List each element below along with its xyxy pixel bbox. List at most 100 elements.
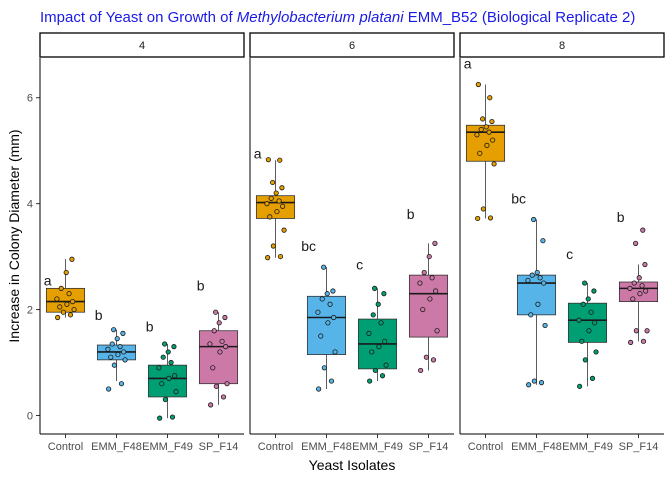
data-point [267, 214, 273, 220]
data-point [108, 354, 114, 360]
data-point [642, 261, 648, 268]
data-point [591, 288, 597, 294]
x-tick-label: EMM_F48 [301, 441, 352, 453]
data-point [531, 378, 537, 384]
data-point [433, 288, 439, 294]
data-point [369, 349, 375, 355]
significance-letter: b [146, 318, 154, 334]
x-tick-label: SP_F14 [409, 441, 449, 453]
data-point [157, 415, 163, 421]
data-point [210, 365, 216, 371]
data-point [277, 157, 283, 163]
data-point [276, 198, 282, 204]
data-point [220, 394, 227, 400]
data-point [475, 81, 481, 88]
data-point [588, 309, 594, 315]
data-point [592, 320, 598, 326]
data-point [324, 291, 330, 297]
data-point [637, 291, 643, 297]
data-point [280, 203, 286, 209]
y-tick-label: 0 [27, 410, 33, 422]
data-point [105, 346, 111, 352]
box-EMM_F49 [567, 302, 608, 343]
x-axis-title: Yeast Isolates [309, 457, 396, 473]
data-point [423, 354, 429, 360]
data-point [171, 344, 177, 350]
data-point [270, 179, 276, 186]
x-tick-label: EMM_F48 [91, 441, 142, 453]
data-point [487, 215, 494, 221]
data-point [475, 215, 481, 222]
significance-letter: b [95, 307, 103, 323]
data-point [418, 367, 424, 374]
data-point [480, 116, 486, 122]
data-point [327, 301, 333, 307]
data-point [265, 157, 271, 163]
box-EMM_F49 [147, 364, 188, 398]
data-point [156, 365, 162, 371]
data-point [273, 190, 279, 196]
x-tick-label: Control [468, 441, 503, 453]
data-point [417, 280, 423, 286]
data-point [486, 129, 492, 135]
significance-letter: a [44, 272, 52, 288]
data-point [427, 296, 433, 302]
box-Control [255, 195, 296, 219]
data-point [579, 338, 585, 344]
data-point [576, 317, 582, 323]
data-point [367, 378, 373, 384]
data-point [121, 349, 127, 355]
data-point [66, 291, 72, 297]
x-tick-label: SP_F14 [199, 441, 239, 453]
data-point [534, 269, 540, 276]
data-point [381, 291, 387, 297]
data-point [640, 227, 646, 233]
data-point [70, 299, 76, 305]
data-point [434, 328, 440, 334]
data-point [213, 309, 219, 315]
data-point [379, 373, 386, 379]
data-point [628, 339, 634, 345]
data-point [111, 327, 117, 333]
data-point [633, 240, 639, 246]
data-point [217, 349, 223, 355]
data-point [586, 328, 592, 334]
data-point [487, 95, 493, 101]
data-point [64, 301, 70, 307]
data-point [331, 314, 337, 321]
significance-letter: bc [301, 238, 316, 254]
data-point [480, 206, 486, 212]
data-point [375, 301, 381, 307]
data-point [535, 301, 541, 307]
data-point [160, 354, 166, 360]
facet-strip-label: 4 [139, 40, 145, 52]
x-tick-label: EMM_F49 [142, 441, 193, 453]
data-point [636, 275, 642, 281]
data-point [265, 255, 271, 261]
data-point [162, 396, 168, 403]
y-axis-title: Increase in Colony Diameter (mm) [6, 129, 22, 342]
data-point [382, 338, 388, 344]
data-point [268, 195, 274, 201]
facet-strip [249, 32, 455, 58]
data-point [589, 375, 596, 381]
box-EMM_F48 [306, 295, 347, 355]
y-tick-label: 2 [27, 305, 33, 317]
chart-title: Impact of Yeast on Growth of Methylobact… [40, 9, 635, 26]
data-point [483, 124, 489, 130]
data-point [159, 381, 165, 387]
data-point [627, 285, 633, 291]
data-point [430, 357, 437, 363]
data-point [63, 269, 69, 276]
data-point [109, 341, 115, 347]
data-point [117, 344, 123, 350]
data-point [429, 275, 435, 281]
data-point [207, 341, 213, 347]
data-point [580, 301, 586, 307]
data-point [542, 322, 548, 329]
data-point [55, 314, 61, 321]
data-point [478, 126, 484, 133]
data-point [165, 349, 171, 355]
data-point [593, 349, 599, 355]
data-point [120, 330, 126, 336]
